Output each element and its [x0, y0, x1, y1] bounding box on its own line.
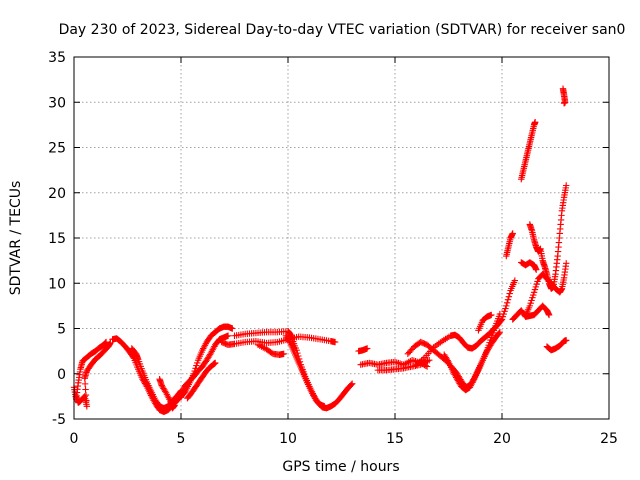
data-point — [530, 291, 537, 299]
data-point — [533, 280, 540, 288]
data-point — [527, 299, 534, 307]
data-point — [528, 297, 535, 304]
chart-title: Day 230 of 2023, Sidereal Day-to-day VTE… — [59, 22, 626, 38]
data-point — [212, 359, 219, 367]
x-tick-label: 20 — [493, 431, 511, 447]
data-point — [531, 286, 539, 293]
data-point — [560, 99, 568, 107]
series-arc-k — [282, 332, 328, 410]
data-point — [495, 330, 503, 337]
series-arc-e — [156, 375, 178, 412]
data-point — [531, 118, 539, 126]
y-tick-label: 20 — [48, 186, 66, 202]
data-point — [501, 308, 508, 315]
grid — [74, 57, 609, 419]
data-point — [563, 260, 570, 267]
series-arc-l — [355, 345, 371, 355]
y-tick-label: -5 — [52, 412, 66, 428]
data-point — [82, 386, 89, 393]
data-point — [503, 302, 510, 310]
series-arc-p — [413, 277, 519, 368]
series-arc-v — [518, 259, 540, 273]
data-point — [563, 182, 570, 189]
x-axis-label: GPS time / hours — [282, 459, 399, 475]
x-tick-label: 10 — [279, 431, 297, 447]
data-point — [107, 339, 114, 347]
series-arc-q — [441, 310, 504, 394]
y-tick-label: 0 — [57, 367, 66, 383]
series-arc-n — [374, 356, 433, 374]
plot-frame — [73, 56, 610, 420]
data-point — [496, 328, 504, 336]
data-point — [194, 359, 201, 367]
series-arc-b — [72, 339, 114, 410]
data-point — [348, 381, 355, 388]
data-point — [488, 311, 495, 319]
data-point — [498, 316, 506, 323]
data-point — [529, 294, 536, 301]
series-arc-u — [518, 118, 539, 183]
data-point — [502, 305, 509, 312]
data-point — [511, 277, 519, 284]
series-arc-g — [184, 359, 219, 402]
data-point — [532, 283, 540, 291]
data-point — [321, 403, 328, 410]
series-arc-y — [543, 337, 570, 354]
data-point — [81, 380, 89, 388]
data-point — [229, 325, 236, 332]
data-point — [349, 380, 356, 387]
data-point — [280, 350, 287, 358]
data-point — [286, 338, 293, 345]
data-point — [363, 345, 371, 352]
data-point — [423, 363, 431, 370]
data-point — [503, 299, 511, 306]
data-point — [506, 290, 513, 297]
series-arc-r — [475, 311, 495, 334]
data-point — [534, 278, 541, 285]
y-tick-label: 10 — [48, 276, 66, 292]
data-marks — [70, 85, 570, 415]
data-point — [545, 311, 553, 319]
y-tick-label: 15 — [48, 231, 66, 247]
data-point — [171, 402, 178, 409]
data-point — [496, 310, 504, 318]
data-point — [505, 293, 513, 300]
data-point — [504, 296, 512, 303]
data-point — [526, 302, 534, 310]
data-point — [426, 356, 433, 364]
data-point — [331, 338, 339, 346]
data-point — [444, 357, 451, 364]
data-point — [102, 338, 110, 346]
series-arc-f — [177, 332, 232, 401]
data-point — [83, 397, 90, 404]
data-point — [509, 230, 516, 237]
data-point — [224, 332, 232, 339]
series-arc-t — [509, 302, 553, 323]
data-point — [530, 289, 538, 296]
series-arc-x — [526, 182, 570, 292]
x-tick-label: 5 — [177, 431, 186, 447]
x-tick-label: 15 — [386, 431, 404, 447]
y-tick-label: 5 — [57, 322, 66, 338]
data-point — [82, 391, 90, 399]
data-point — [193, 362, 200, 369]
data-point — [563, 337, 570, 344]
x-tick-label: 25 — [600, 431, 618, 447]
y-axis-label: SDTVAR / TECUs — [8, 181, 24, 296]
y-tick-label: 25 — [48, 141, 66, 157]
series-arc-s — [503, 230, 516, 260]
data-point — [83, 403, 91, 410]
y-tick-label: 35 — [48, 50, 66, 66]
data-point — [533, 266, 540, 273]
x-tick-label: 0 — [70, 431, 79, 447]
y-tick-label: 30 — [48, 95, 66, 111]
series-arc-j — [254, 341, 287, 358]
series-arc-z — [559, 85, 569, 107]
